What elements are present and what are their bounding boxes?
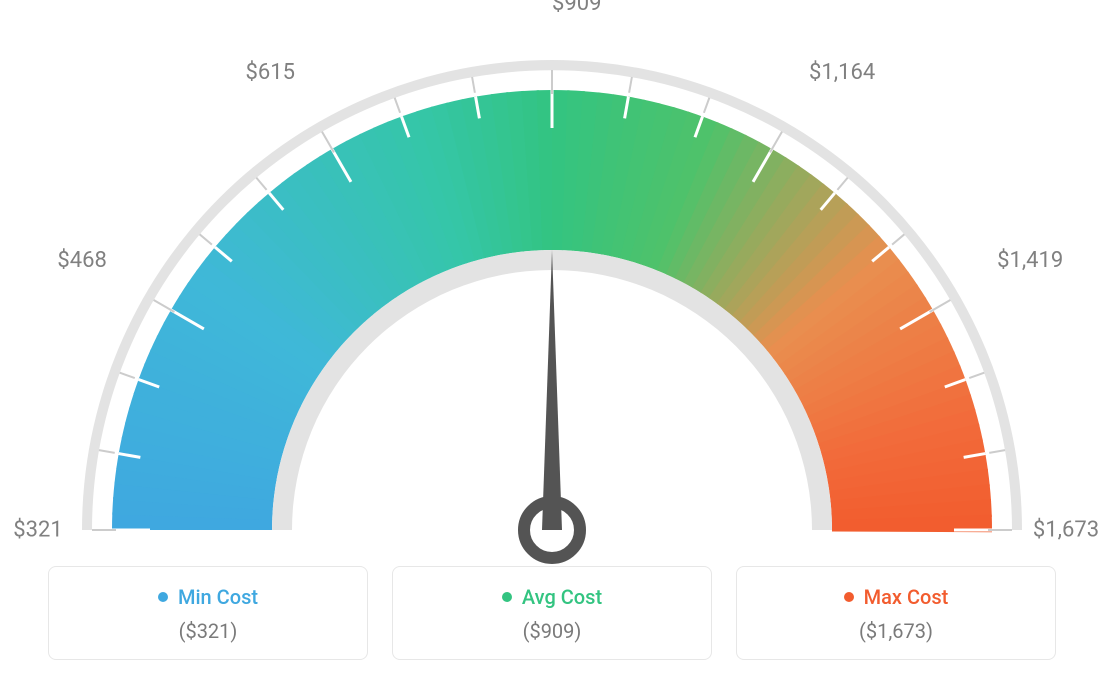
- tick-label: $615: [245, 60, 294, 85]
- min-dot-icon: [158, 592, 168, 602]
- avg-cost-title: Avg Cost: [522, 585, 602, 609]
- avg-cost-card: Avg Cost ($909): [392, 566, 712, 660]
- outer-tick: [770, 132, 782, 153]
- outer-tick: [322, 132, 334, 153]
- tick-label: $468: [57, 248, 106, 273]
- tick-label: $1,419: [997, 248, 1063, 273]
- min-cost-value: ($321): [59, 619, 357, 643]
- tick-label: $909: [552, 0, 601, 16]
- outer-tick: [395, 98, 400, 113]
- max-cost-title: Max Cost: [864, 585, 949, 609]
- needle: [542, 250, 562, 530]
- min-cost-title: Min Cost: [178, 585, 258, 609]
- min-cost-title-row: Min Cost: [158, 585, 258, 609]
- outer-tick: [154, 300, 175, 312]
- max-cost-title-row: Max Cost: [844, 585, 949, 609]
- outer-tick: [120, 373, 135, 378]
- outer-tick: [472, 77, 475, 93]
- min-cost-card: Min Cost ($321): [48, 566, 368, 660]
- outer-tick: [704, 98, 709, 113]
- outer-tick: [892, 234, 904, 244]
- tick-label: $1,164: [809, 60, 875, 85]
- outer-tick: [629, 77, 632, 93]
- tick-label: $1,673: [1033, 518, 1099, 543]
- outer-tick: [969, 373, 984, 378]
- outer-tick: [989, 450, 1005, 453]
- avg-dot-icon: [502, 592, 512, 602]
- legend-row: Min Cost ($321) Avg Cost ($909) Max Cost…: [0, 566, 1104, 660]
- max-cost-card: Max Cost ($1,673): [736, 566, 1056, 660]
- max-cost-value: ($1,673): [747, 619, 1045, 643]
- outer-tick: [930, 300, 951, 312]
- gauge-chart: $321 $468 $615 $909 $1,164 $1,419 $1,673: [0, 0, 1104, 570]
- chart-container: $321 $468 $615 $909 $1,164 $1,419 $1,673 Min C…: [0, 0, 1104, 690]
- outer-tick: [200, 234, 212, 244]
- tick-label: $321: [13, 518, 62, 543]
- outer-tick: [837, 178, 847, 190]
- avg-cost-title-row: Avg Cost: [502, 585, 602, 609]
- outer-tick: [256, 178, 266, 190]
- outer-tick: [99, 450, 115, 453]
- avg-cost-value: ($909): [403, 619, 701, 643]
- max-dot-icon: [844, 592, 854, 602]
